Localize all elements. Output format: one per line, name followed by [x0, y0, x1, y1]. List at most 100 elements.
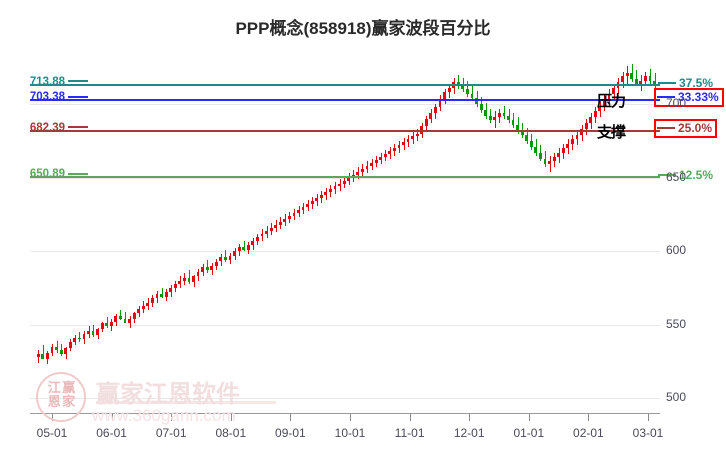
candle-body-up: [96, 329, 100, 336]
candle-body-down: [634, 79, 638, 84]
right-price-600: 600: [666, 243, 687, 258]
candle-body-up: [644, 76, 647, 81]
x-axis-baseline: [30, 413, 660, 414]
candle-body-up: [552, 157, 556, 162]
candle-body-up: [109, 321, 113, 327]
candle-wick: [207, 260, 209, 274]
candle-body-up: [228, 255, 232, 261]
candle-body-up: [274, 224, 278, 228]
candle-body-up: [36, 354, 40, 358]
candle-body-down: [479, 104, 483, 110]
candle-body-up: [306, 204, 310, 208]
candle-body-down: [529, 140, 533, 147]
candle-wick: [188, 270, 190, 284]
candle-wick: [631, 64, 633, 83]
level-25-0-left-stub: [68, 126, 88, 129]
level-37-5-percent-label: 37.5%: [658, 76, 713, 90]
level-33-33-price-label: 703.38: [0, 91, 88, 103]
candle-body-down: [484, 110, 488, 116]
candle-body-up: [146, 302, 150, 306]
x-tick-03-01: [648, 414, 649, 421]
candle-body-up: [100, 323, 104, 330]
candle-body-down: [488, 115, 492, 121]
level-37-5-line: [30, 83, 660, 86]
candle-body-up: [447, 87, 451, 93]
level-37-5-percent-text: 37.5%: [679, 75, 714, 90]
right-price-550: 550: [666, 316, 687, 331]
candle-body-down: [502, 112, 506, 116]
candle-body-up: [201, 267, 205, 272]
candle-body-down: [525, 135, 529, 141]
candle-body-down: [59, 349, 63, 355]
gridline-500: [30, 398, 660, 400]
plot-area[interactable]: 05-01 06-01 07-01 08-01 09-01 10-01 11-01 12-01…: [30, 60, 663, 440]
level-25-0-right-stub: [657, 126, 675, 129]
x-tick-label-10-01: 10-01: [334, 426, 366, 440]
level-33-33-line: [30, 99, 660, 102]
candle-body-down: [187, 277, 191, 283]
x-tick-10-01: [350, 414, 351, 421]
candle-body-up: [411, 136, 415, 140]
x-tick-label-12-01: 12-01: [453, 426, 485, 440]
level-25-0-percent-label: 25.0%: [654, 119, 718, 138]
candle-wick: [79, 332, 81, 343]
candle-body-down: [653, 80, 656, 85]
level-37-5-price-text: 713.88: [29, 75, 65, 88]
candle-body-down: [520, 130, 524, 135]
candle-body-down: [534, 146, 538, 153]
candle-wick: [225, 249, 227, 262]
x-tick-02-01: [588, 414, 590, 421]
candle-body-up: [233, 251, 236, 256]
gridline-700: [30, 104, 660, 106]
candlestick-series: [30, 60, 660, 413]
level-25-0-line: [30, 130, 660, 132]
candle-body-up: [402, 142, 405, 146]
x-tick-label-07-01: 07-01: [155, 426, 187, 440]
candle-body-up: [584, 123, 588, 130]
candle-body-up: [388, 151, 392, 155]
candle-body-up: [315, 198, 319, 202]
candle-body-up: [246, 245, 250, 250]
candle-body-up: [210, 265, 214, 271]
candle-body-up: [169, 287, 173, 293]
x-tick-label-02-01: 02-01: [573, 426, 604, 440]
level-37-5-left-stub: [68, 80, 88, 83]
candle-body-up: [87, 330, 90, 334]
candle-body-up: [379, 157, 383, 161]
candle-body-down: [470, 93, 474, 99]
candle-body-down: [123, 318, 127, 324]
candle-body-down: [630, 73, 634, 80]
candle-wick: [125, 311, 127, 324]
candle-body-up: [132, 312, 136, 319]
candle-body-up: [593, 111, 597, 118]
candle-body-up: [73, 337, 77, 343]
candle-body-up: [639, 80, 643, 84]
candle-body-up: [310, 201, 314, 205]
candle-body-up: [497, 112, 501, 118]
candle-body-up: [571, 139, 574, 144]
candle-body-up: [173, 283, 177, 288]
candle-body-up: [557, 152, 561, 158]
candle-body-down: [507, 115, 510, 121]
candle-body-up: [429, 112, 433, 119]
level-33-33-right-stub: [657, 96, 675, 99]
candle-body-up: [347, 177, 351, 181]
candle-body-up: [192, 276, 195, 283]
level-12-5-price-text: 650.89: [29, 168, 65, 181]
candle-body-up: [256, 236, 259, 241]
x-tick-06-01: [111, 414, 113, 421]
candle-body-up: [392, 148, 396, 152]
candle-body-up: [297, 210, 300, 213]
candle-body-up: [155, 293, 159, 299]
candle-body-up: [415, 133, 419, 137]
x-tick-label-01-01: 01-01: [513, 426, 545, 440]
candle-body-up: [182, 277, 186, 281]
candle-body-up: [251, 240, 255, 246]
candle-body-up: [548, 161, 551, 165]
right-price-500: 500: [666, 390, 687, 405]
candle-body-up: [164, 292, 168, 297]
candle-wick: [243, 240, 245, 252]
candle-wick: [120, 310, 122, 321]
level-12-5-percent-label: 12.5%: [658, 168, 713, 182]
